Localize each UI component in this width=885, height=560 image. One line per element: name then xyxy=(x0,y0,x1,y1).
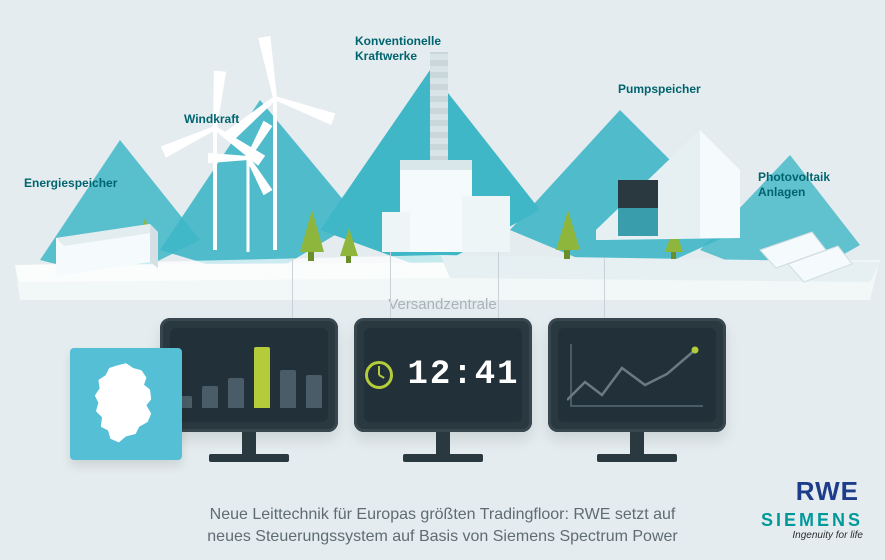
label-konventionelle: Konventionelle Kraftwerke xyxy=(355,34,441,64)
clock-time: 12:41 xyxy=(407,356,519,394)
caption-text: Neue Leittechnik für Europas größten Tra… xyxy=(83,504,803,547)
germany-silhouette-icon xyxy=(90,362,162,446)
clock-icon xyxy=(365,361,393,389)
rwe-logo: RWE xyxy=(796,476,859,507)
bar xyxy=(228,378,244,408)
siemens-logo-name: SIEMENS xyxy=(761,510,863,531)
connector-line xyxy=(604,258,605,318)
bar xyxy=(202,386,218,408)
versandzentrale-label: Versandzentrale xyxy=(388,296,496,313)
monitor-clock: 12:41 xyxy=(354,318,532,432)
bar xyxy=(306,375,322,408)
bar xyxy=(280,370,296,408)
label-pumpspeicher: Pumpspeicher xyxy=(618,82,701,97)
landscape-illustration xyxy=(0,0,885,560)
connector-line xyxy=(498,252,499,318)
monitor-line-chart xyxy=(548,318,726,432)
label-photovoltaik: Photovoltaik Anlagen xyxy=(758,170,830,200)
label-energiespeicher: Energiespeicher xyxy=(24,176,117,191)
monitor-row: 12:41 xyxy=(160,318,726,432)
bar-chart xyxy=(176,342,322,408)
connector-line xyxy=(292,258,293,318)
bar xyxy=(254,347,270,408)
map-card-germany xyxy=(70,348,182,460)
monitor-bar-chart xyxy=(160,318,338,432)
siemens-logo-tagline: Ingenuity for life xyxy=(761,530,863,541)
connector-line xyxy=(390,252,391,318)
line-chart xyxy=(567,340,707,410)
label-windkraft: Windkraft xyxy=(184,112,239,127)
siemens-logo: SIEMENS Ingenuity for life xyxy=(761,510,863,541)
